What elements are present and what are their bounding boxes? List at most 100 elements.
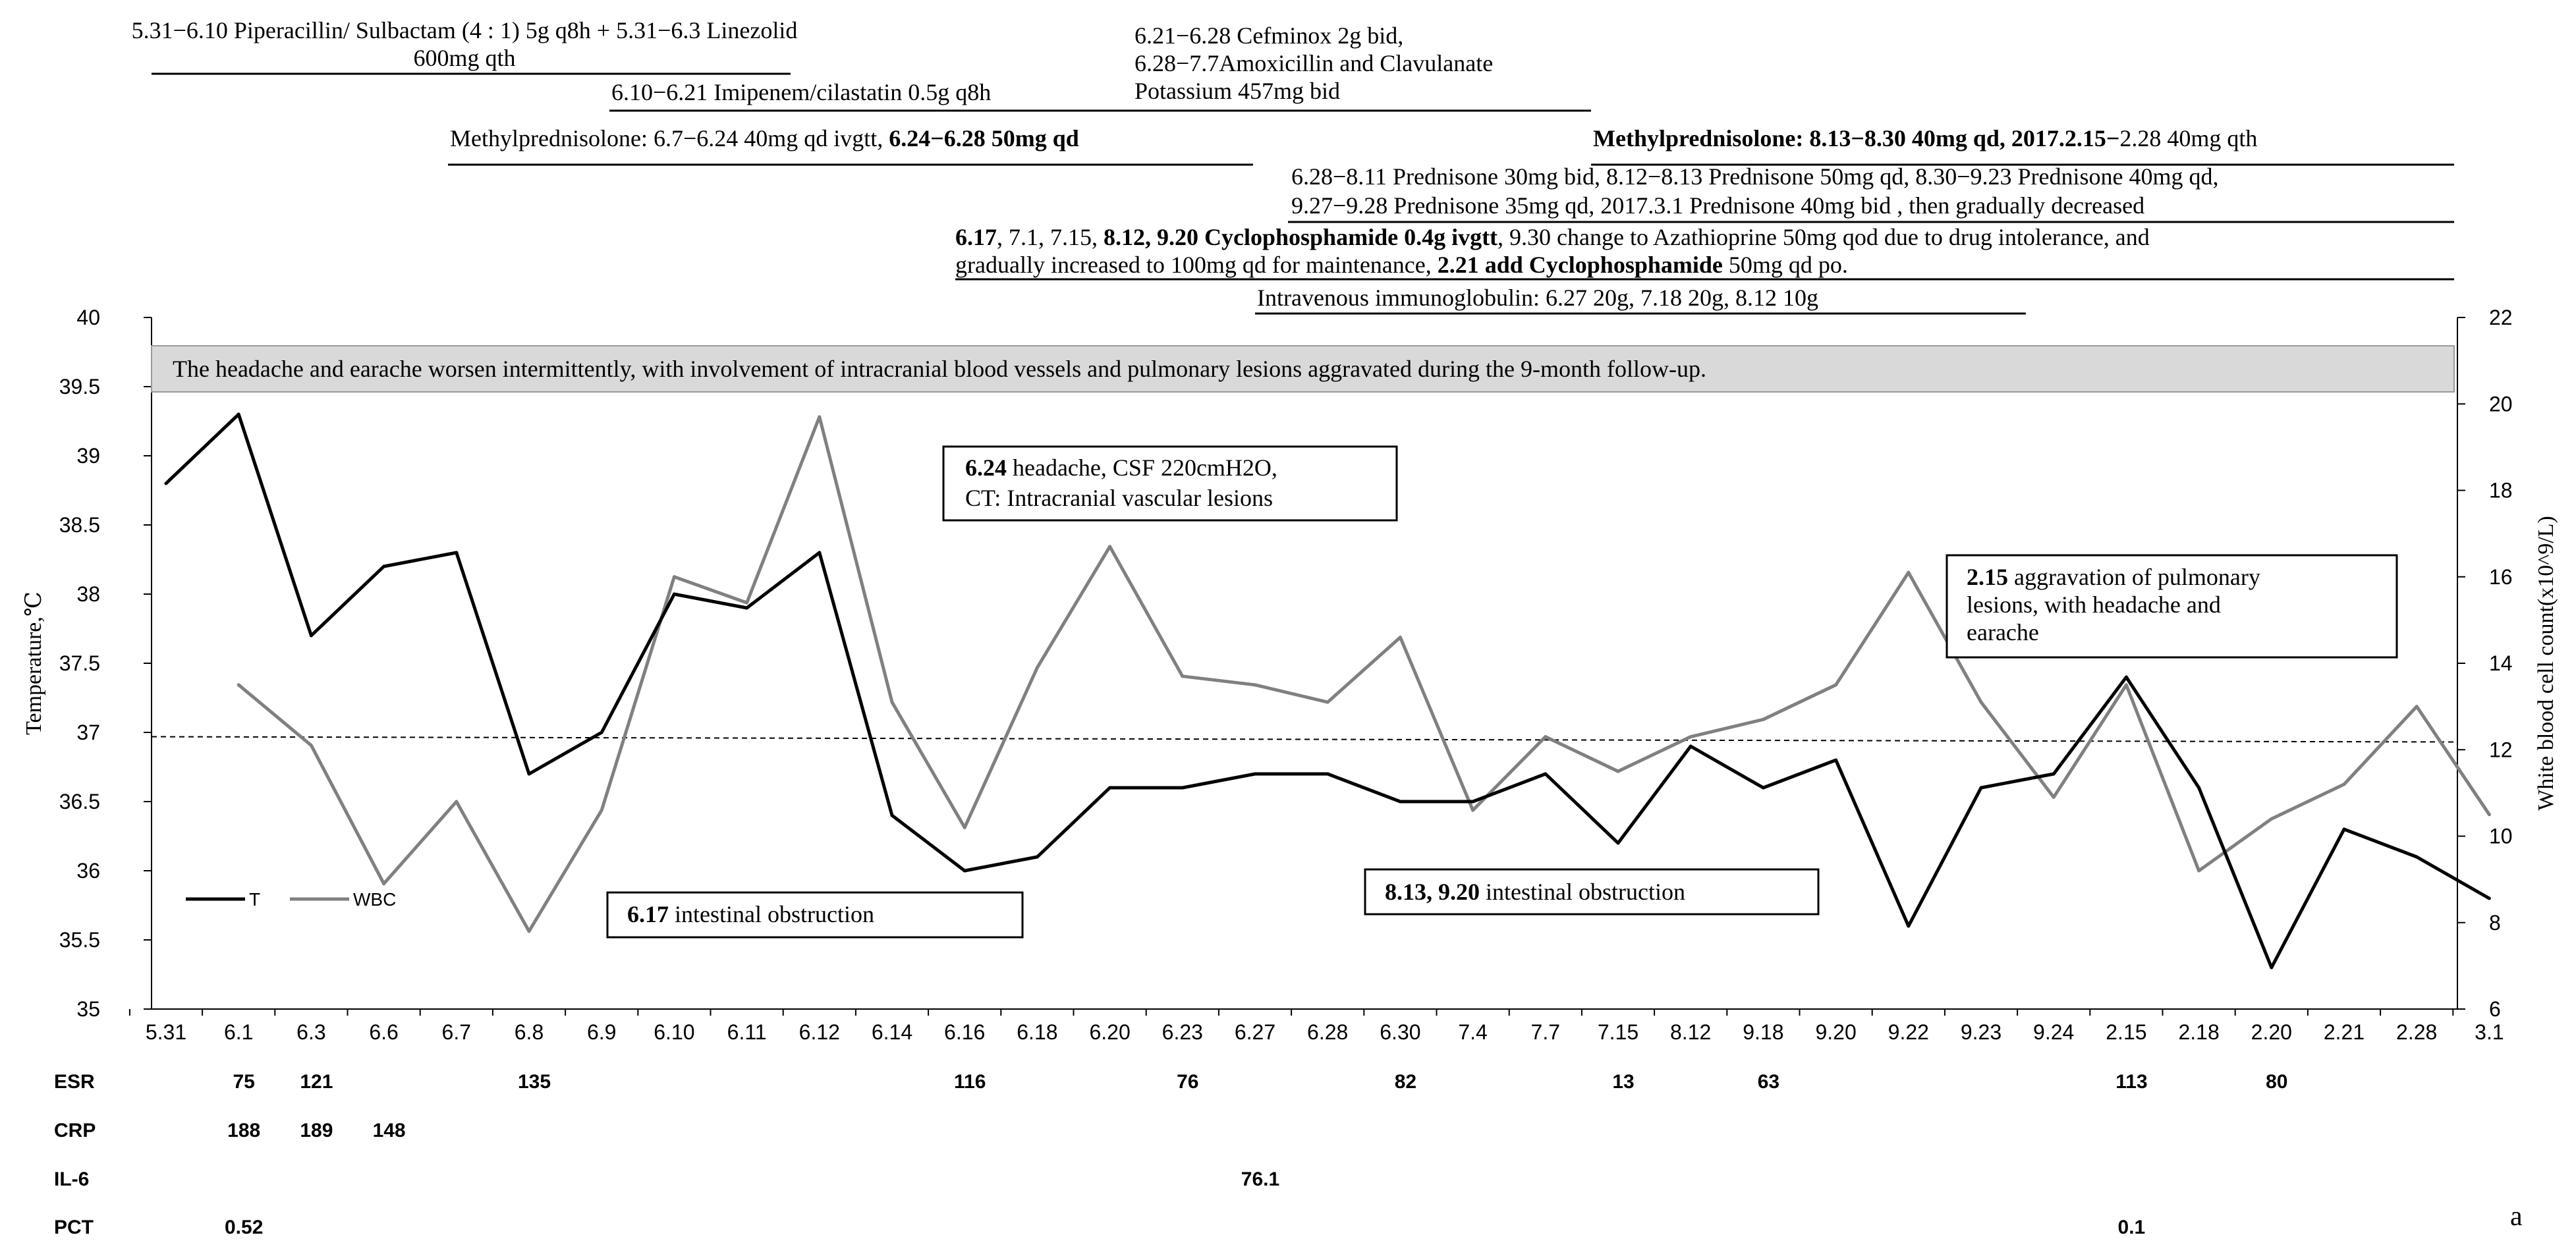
lab-value: 116 <box>954 1071 986 1093</box>
wbc-point <box>963 825 966 829</box>
temperature-point <box>1979 786 1983 790</box>
temperature-point <box>164 481 168 485</box>
summary-banner-text: The headache and earache worsen intermit… <box>173 356 1706 382</box>
temperature-point <box>1471 800 1475 804</box>
temperature-point <box>1326 772 1330 776</box>
left-tick-label: 36 <box>76 859 100 883</box>
x-tick-label: 6.6 <box>369 1020 398 1044</box>
x-tick-label: 9.23 <box>1961 1020 2002 1044</box>
wbc-point <box>1907 570 1911 574</box>
x-tick-label: 6.16 <box>944 1020 985 1044</box>
temperature-point <box>745 606 749 610</box>
wbc-point <box>1544 735 1548 739</box>
callout-2-15: 2.15 aggravation of pulmonary lesions, w… <box>1946 554 2398 659</box>
lab-row-label: CRP <box>54 1120 96 1141</box>
temperature-point <box>2124 675 2128 679</box>
x-tick-label: 9.18 <box>1743 1020 1783 1044</box>
x-tick-label: 9.20 <box>1815 1020 1856 1044</box>
temperature-point <box>237 412 240 416</box>
callout-2-15-box <box>1946 554 2398 659</box>
lab-value: 135 <box>518 1071 551 1093</box>
lab-value: 0.1 <box>2118 1217 2146 1238</box>
callout-8-13-text: 8.13, 9.20 intestinal obstruction <box>1385 879 1685 905</box>
right-tick-label: 14 <box>2489 651 2513 675</box>
x-tick-label: 6.1 <box>224 1020 253 1044</box>
wbc-point <box>1834 683 1838 687</box>
lab-value: 63 <box>1758 1071 1779 1093</box>
temperature-point <box>382 564 386 568</box>
wbc-point <box>1979 700 1983 704</box>
methylprednisolone-2: Methylprednisolone: 8.13−8.30 40mg qd, 2… <box>1593 125 2257 151</box>
temperature-point <box>600 730 603 734</box>
wbc-point <box>745 601 749 605</box>
callout-2-15-line3: earache <box>1967 619 2039 645</box>
summary-banner-box <box>151 345 2455 393</box>
left-tick-label: 36.5 <box>59 790 100 813</box>
series-temperature-points <box>164 412 2491 970</box>
right-tick-label: 20 <box>2489 392 2513 416</box>
wbc-point <box>1471 808 1475 812</box>
x-tick-label: 6.14 <box>872 1020 912 1044</box>
wbc-point <box>2270 817 2274 821</box>
x-tick-label: 6.10 <box>654 1020 694 1044</box>
legend-wbc-label: WBC <box>353 889 396 910</box>
x-tick-label: 6.7 <box>442 1020 471 1044</box>
right-tick-label: 22 <box>2489 306 2513 329</box>
wbc-point <box>309 744 313 748</box>
wbc-point <box>2415 705 2419 709</box>
right-axis-ticks: 6 8 10 12 14 16 18 20 22 <box>2457 306 2513 1021</box>
x-tick-label: 2.15 <box>2106 1020 2146 1044</box>
temperature-point <box>2052 772 2056 776</box>
x-tick-label: 6.23 <box>1162 1020 1203 1044</box>
x-tick-label: 6.28 <box>1307 1020 1348 1044</box>
temperature-point <box>1253 772 1257 776</box>
x-tick-label: 2.20 <box>2251 1020 2292 1044</box>
lab-value: 189 <box>300 1120 333 1141</box>
antibiotic-2: 6.10−6.21 Imipenem/cilastatin 0.5g q8h <box>611 79 991 105</box>
x-tick-label: 9.22 <box>1888 1020 1929 1044</box>
left-tick-label: 38.5 <box>59 513 100 537</box>
temperature-point <box>1108 786 1112 790</box>
wbc-point <box>1108 545 1112 549</box>
wbc-point <box>382 882 386 886</box>
lab-table: ESR 75 121 135 116 76 82 13 63 113 80 CRP 188 189 148 I… <box>54 1071 2287 1238</box>
treatment-annotations: 5.31−6.10 Piperacillin/ Sulbactam (4 : 1… <box>132 17 2454 315</box>
callout-8-13: 8.13, 9.20 intestinal obstruction <box>1364 868 1820 916</box>
wbc-point <box>1035 666 1039 670</box>
lab-row-label: PCT <box>54 1217 94 1238</box>
prednisone-line1: 6.28−8.11 Prednisone 30mg bid, 8.12−8.13… <box>1291 163 2219 190</box>
ivig-annotation: Intravenous immunoglobulin: 6.27 20g, 7.… <box>1257 285 1818 311</box>
reference-line-37c <box>151 736 2458 743</box>
temperature-point <box>1907 924 1911 928</box>
x-tick-label: 3.1 <box>2475 1020 2504 1044</box>
x-tick-label: 7.7 <box>1531 1020 1560 1044</box>
legend: T WBC <box>186 889 396 910</box>
right-axis-label: White blood cell count(x10^9/L) <box>2534 516 2558 810</box>
x-tick-label: 2.21 <box>2324 1020 2365 1044</box>
legend-t-label: T <box>249 889 260 910</box>
wbc-point <box>1181 674 1185 678</box>
right-tick-label: 10 <box>2489 825 2513 848</box>
wbc-point <box>1616 769 1620 773</box>
wbc-point <box>1253 683 1257 687</box>
left-tick-label: 37.5 <box>59 651 100 675</box>
right-tick-label: 18 <box>2489 479 2513 503</box>
x-tick-label: 8.12 <box>1670 1020 1711 1044</box>
left-tick-label: 38 <box>76 582 100 606</box>
wbc-point <box>1761 717 1765 721</box>
lab-row-label: IL-6 <box>54 1168 89 1190</box>
temperature-point <box>818 551 822 555</box>
right-tick-label: 12 <box>2489 738 2513 761</box>
temperature-point <box>1544 772 1548 776</box>
x-tick-label: 7.15 <box>1598 1020 1638 1044</box>
lab-value: 82 <box>1395 1071 1416 1093</box>
temperature-point <box>527 772 531 776</box>
x-tick-label: 6.3 <box>296 1020 325 1044</box>
x-tick-label: 6.30 <box>1380 1020 1420 1044</box>
callout-6-24: 6.24 headache, CSF 220cmH2O, CT: Intracr… <box>942 445 1398 522</box>
temperature-point <box>2487 896 2491 900</box>
temperature-point <box>1398 800 1402 804</box>
wbc-point <box>2052 795 2056 799</box>
temperature-point <box>2270 966 2274 970</box>
